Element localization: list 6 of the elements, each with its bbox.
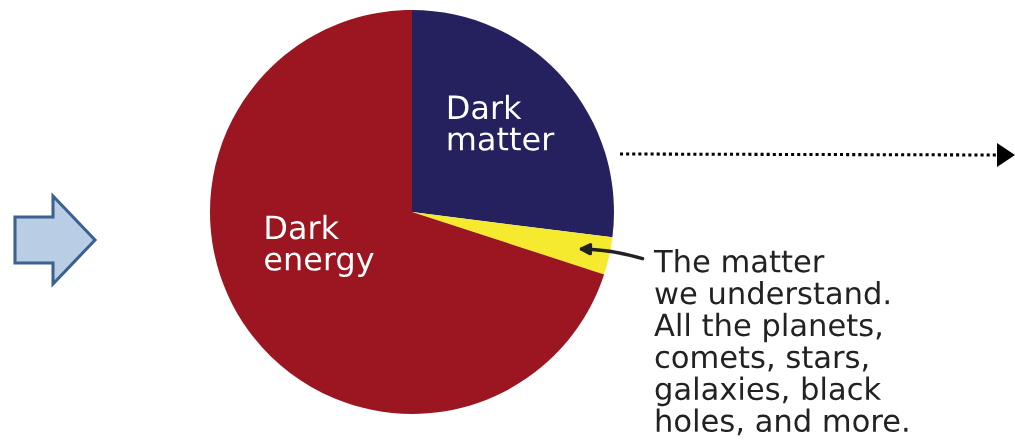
slice-label: The matter we understand. All the planets, comets, stars, galaxies, black holes, and more. (653, 249, 908, 436)
slice-label: Dark energy (265, 214, 374, 278)
pie-slice (210, 10, 605, 414)
pie-slice (412, 10, 614, 238)
pie-slice (412, 212, 613, 275)
slice-label: Dark matter (448, 94, 555, 151)
